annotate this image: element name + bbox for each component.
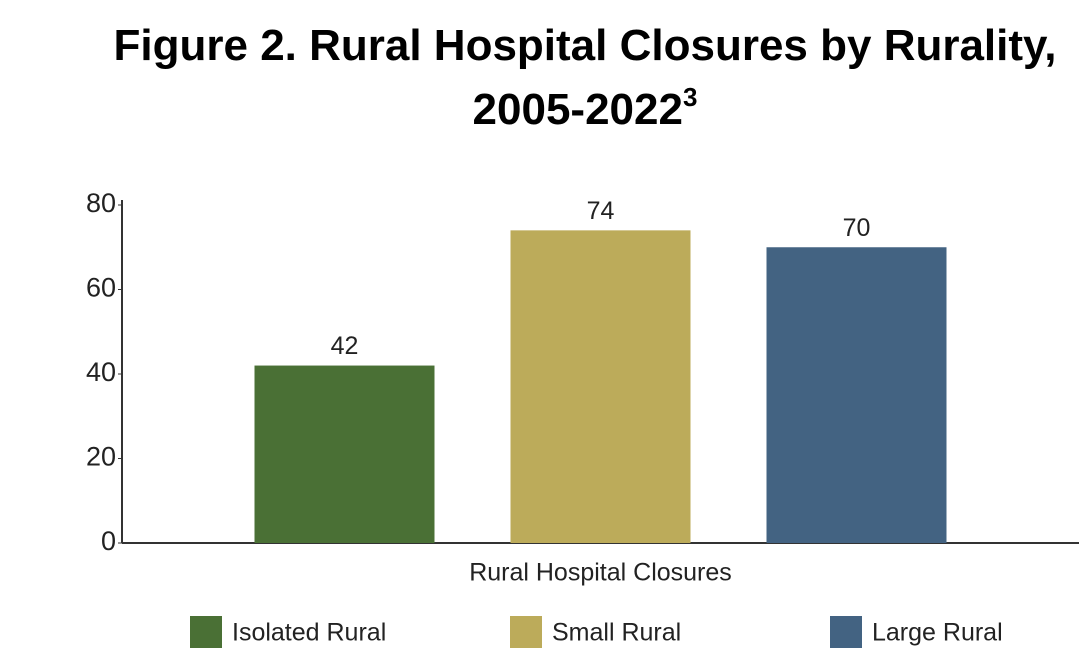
value-label: 74 — [587, 197, 615, 225]
legend-swatch — [830, 616, 862, 648]
legend-swatch — [510, 616, 542, 648]
legend-label: Isolated Rural — [232, 619, 386, 647]
legend-swatch — [190, 616, 222, 648]
legend-label: Large Rural — [872, 619, 1003, 647]
title-text: Figure 2. Rural Hospital Closures by Rur… — [113, 21, 1057, 134]
value-label: 42 — [331, 332, 359, 360]
y-tick-label: 80 — [86, 188, 116, 218]
y-tick-label: 0 — [101, 526, 116, 556]
value-label: 70 — [843, 214, 871, 242]
chart-title: Figure 2. Rural Hospital Closures by Rur… — [110, 14, 1060, 142]
y-tick-label: 20 — [86, 442, 116, 472]
bar — [254, 365, 435, 543]
y-tick-label: 60 — [86, 273, 116, 303]
title-note: 3 — [682, 82, 698, 112]
x-axis-label: Rural Hospital Closures — [469, 559, 732, 587]
y-tick-label: 40 — [86, 357, 116, 387]
bar — [510, 230, 691, 543]
legend-label: Small Rural — [552, 619, 681, 647]
bar — [766, 247, 947, 543]
